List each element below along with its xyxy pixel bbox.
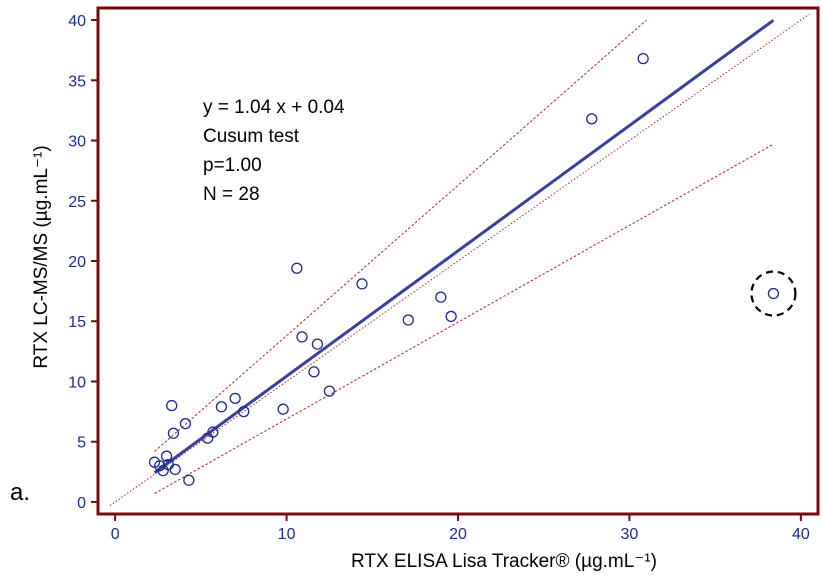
y-axis-title: RTX LC-MS/MS (µg.mL⁻¹) — [31, 145, 52, 368]
data-point — [229, 392, 241, 404]
data-point — [308, 366, 320, 378]
data-point — [277, 403, 289, 415]
data-point — [160, 450, 173, 462]
y-tick-label: 0 — [77, 495, 86, 512]
regression-line — [153, 19, 775, 474]
x-tick-label: 0 — [111, 526, 120, 543]
x-tick-label: 20 — [449, 526, 467, 543]
y-tick-label: 40 — [68, 13, 86, 30]
panel-label: a. — [10, 479, 30, 506]
y-tick-label: 35 — [68, 73, 86, 90]
y-tick-label: 20 — [68, 254, 86, 271]
y-tick-label: 15 — [68, 314, 86, 331]
data-point — [215, 401, 228, 413]
data-point — [296, 331, 308, 343]
upper-confidence-line — [154, 19, 647, 452]
data-point — [291, 262, 303, 274]
y-tick-label: 5 — [77, 435, 86, 452]
annotation-line-3: p=1.00 — [203, 155, 262, 176]
outlier-marker — [750, 270, 797, 317]
data-point — [356, 278, 368, 290]
data-point — [435, 291, 447, 303]
data-point — [586, 113, 598, 125]
axes: 0 5 10 15 20 25 30 35 40 0 10 20 30 40 — [68, 6, 820, 543]
x-tick-label: 40 — [792, 526, 810, 543]
annotation: y = 1.04 x + 0.04 Cusum test p=1.00 N = … — [203, 97, 345, 205]
data-point — [207, 426, 219, 438]
y-tick-label: 25 — [68, 194, 86, 211]
lines — [109, 13, 810, 506]
data-point — [238, 405, 250, 418]
annotation-line-2: Cusum test — [203, 126, 300, 147]
data-point — [637, 52, 649, 65]
data-point — [169, 463, 181, 476]
data-point — [167, 427, 180, 439]
lower-confidence-line — [154, 143, 774, 494]
data-point — [166, 399, 178, 412]
data-point — [179, 417, 192, 430]
identity-line — [109, 13, 810, 506]
data-point — [311, 338, 324, 350]
data-point — [323, 385, 336, 397]
y-tick-label: 10 — [68, 374, 86, 391]
x-tick-label: 10 — [278, 526, 296, 543]
annotation-line-4: N = 28 — [203, 184, 260, 205]
data-point — [402, 314, 414, 326]
data-point — [445, 310, 457, 323]
y-tick-label: 30 — [68, 134, 86, 151]
data-point — [183, 474, 195, 486]
x-tick-label: 30 — [621, 526, 639, 543]
x-axis-title: RTX ELISA Lisa Tracker® (µg.mL⁻¹) — [351, 551, 657, 572]
data-points — [148, 52, 797, 486]
data-point — [767, 287, 780, 300]
annotation-line-1: y = 1.04 x + 0.04 — [203, 97, 345, 118]
